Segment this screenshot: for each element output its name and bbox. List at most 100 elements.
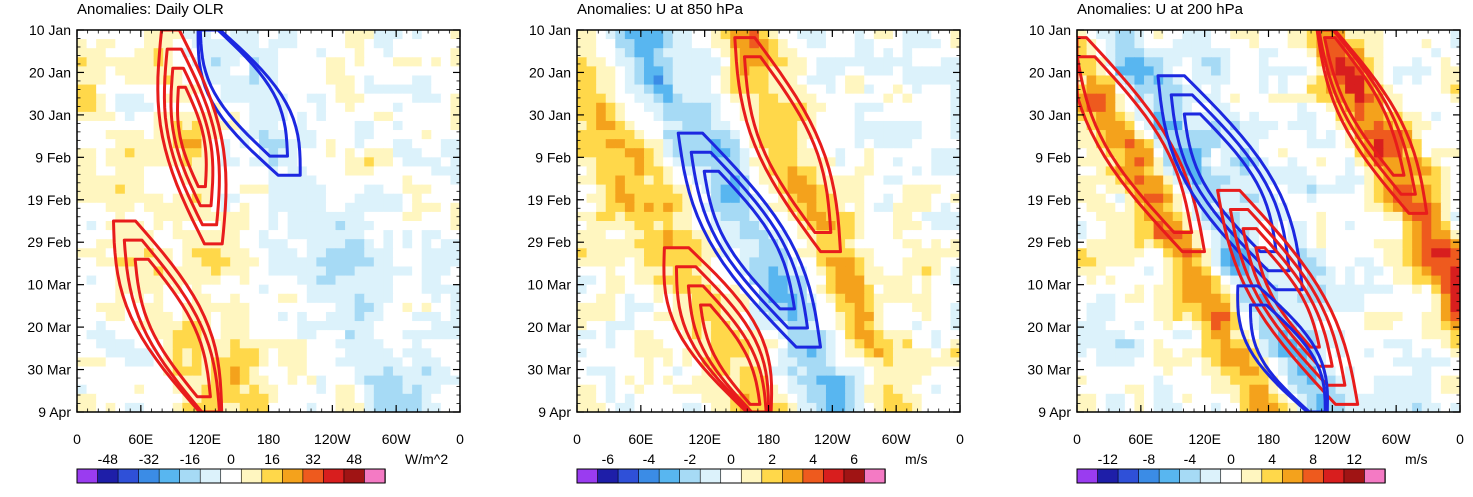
heatmap-cell — [835, 139, 846, 149]
colorbar-swatch — [761, 468, 784, 484]
heatmap-cell — [730, 84, 741, 95]
heatmap-cell — [912, 184, 923, 195]
heatmap-cell — [691, 66, 703, 77]
heatmap-cell — [931, 402, 942, 412]
heatmap-cell — [172, 330, 183, 340]
heatmap-cell — [854, 239, 865, 249]
heatmap-cell — [1191, 184, 1203, 195]
heatmap-cell — [1115, 102, 1126, 113]
heatmap-cell — [663, 57, 674, 67]
heatmap-cell — [77, 402, 88, 412]
heatmap-cell — [787, 30, 798, 40]
heatmap-cell — [1124, 30, 1136, 40]
heatmap-cell — [431, 202, 442, 213]
heatmap-cell — [1431, 120, 1442, 131]
heatmap-cell — [644, 75, 655, 86]
heatmap-cell — [124, 175, 136, 186]
heatmap-cell — [258, 166, 270, 177]
contours — [112, 30, 302, 412]
heatmap-cell — [940, 275, 952, 286]
heatmap-cell — [1316, 120, 1327, 131]
heatmap-cell — [163, 293, 174, 304]
heatmap-cell — [940, 321, 952, 331]
heatmap-cell — [86, 375, 97, 386]
heatmap-cell — [873, 120, 884, 131]
heatmap-cell — [883, 166, 894, 177]
heatmap-cell — [873, 339, 884, 349]
heatmap-cell — [287, 102, 298, 113]
heatmap-cell — [211, 166, 222, 177]
heatmap-cell — [325, 202, 337, 213]
heatmap-cell — [249, 184, 260, 195]
heatmap-cell — [124, 402, 136, 412]
colorbar-swatch — [76, 468, 99, 484]
heatmap-cell — [77, 193, 88, 204]
heatmap-cell — [115, 257, 126, 268]
heatmap-cell — [1182, 239, 1193, 249]
heatmap-cell — [278, 311, 289, 322]
heatmap-cell — [153, 293, 164, 304]
heatmap-cell — [644, 48, 655, 58]
heatmap-cell — [402, 402, 413, 412]
heatmap-cell — [383, 257, 394, 268]
heatmap-cell — [134, 375, 145, 386]
colorbar-swatch — [597, 468, 619, 484]
heatmap-cell — [873, 157, 884, 168]
heatmap-cell — [864, 257, 875, 268]
heatmap-cell — [86, 266, 97, 277]
heatmap-cell — [1268, 211, 1279, 222]
heatmap-cell — [392, 202, 404, 213]
heatmap-cell — [634, 93, 645, 104]
heatmap-cell — [325, 130, 337, 140]
heatmap-cell — [373, 321, 384, 331]
heatmap-cell — [854, 375, 865, 386]
heatmap-cell — [825, 48, 837, 58]
heatmap-cell — [421, 102, 432, 113]
heatmap-cell — [1431, 202, 1442, 213]
heatmap-cell — [749, 30, 760, 40]
heatmap-cell — [153, 302, 164, 313]
heatmap-cell — [1134, 211, 1145, 222]
heatmap-cell — [1220, 30, 1231, 40]
heatmap-cell — [950, 293, 960, 304]
heatmap-cell — [1201, 248, 1212, 258]
heatmap-cell — [701, 375, 712, 386]
heatmap-cell — [758, 348, 770, 359]
heatmap-cell — [758, 211, 770, 222]
heatmap-cell — [921, 284, 932, 295]
heatmap-cell — [682, 257, 693, 268]
heatmap-cell — [211, 257, 222, 268]
heatmap-cell — [902, 57, 913, 67]
heatmap-cell — [182, 111, 193, 122]
heatmap-cell — [787, 39, 798, 49]
heatmap-cell — [902, 375, 913, 386]
heatmap-cell — [615, 284, 626, 295]
heatmap-cell — [373, 166, 384, 177]
heatmap-cell — [1392, 39, 1404, 49]
heatmap-cell — [316, 375, 327, 386]
heatmap-cell — [1335, 48, 1346, 58]
heatmap-cell — [1201, 193, 1212, 204]
heatmap-cell — [278, 139, 289, 149]
heatmap-cell — [835, 339, 846, 349]
heatmap-cell — [1182, 120, 1193, 131]
heatmap-cell — [1297, 93, 1308, 104]
heatmap-cell — [345, 130, 356, 140]
heatmap-cell — [421, 184, 432, 195]
heatmap-cell — [316, 248, 327, 258]
heatmap-cell — [373, 48, 384, 58]
heatmap-cell — [1287, 230, 1298, 240]
heatmap-cell — [1373, 211, 1384, 222]
heatmap-cell — [1354, 193, 1365, 204]
heatmap-cell — [940, 48, 952, 58]
heatmap-cell — [1440, 239, 1452, 249]
heatmap-cell — [201, 321, 212, 331]
heatmap-cell — [816, 257, 827, 268]
x-tick-label: 180 — [257, 431, 281, 447]
heatmap-cell — [586, 375, 597, 386]
heatmap-cell — [364, 266, 375, 277]
heatmap-cell — [1421, 57, 1432, 67]
heatmap-cell — [392, 93, 404, 104]
heatmap-cell — [105, 266, 116, 277]
heatmap-cell — [421, 257, 432, 268]
